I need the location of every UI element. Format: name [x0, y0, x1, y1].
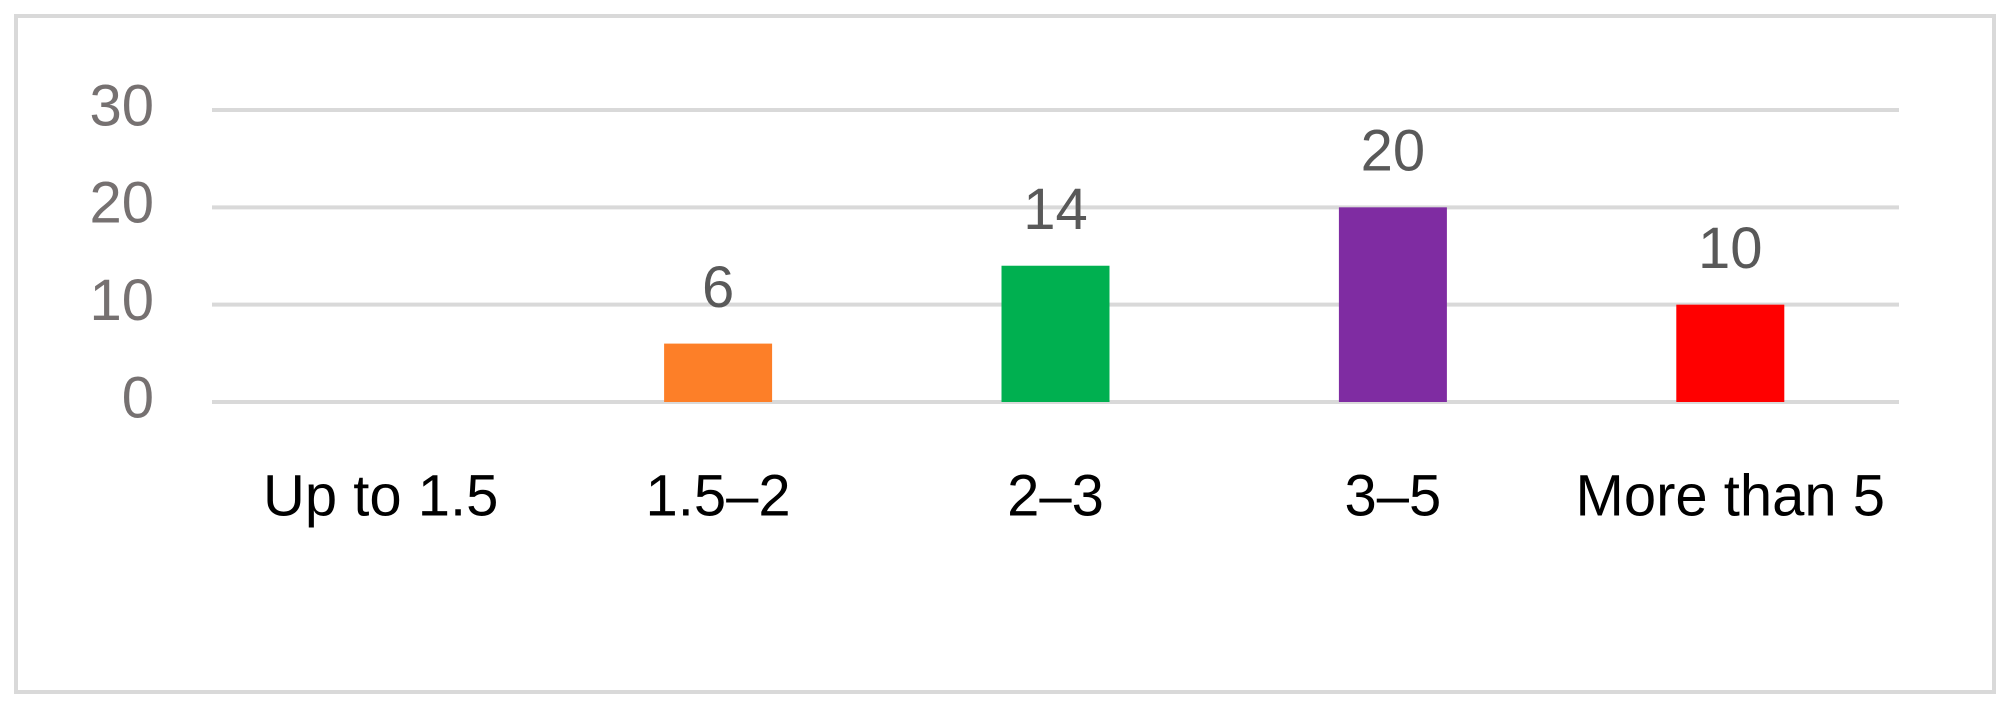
y-tick-label: 30 — [89, 73, 154, 138]
x-tick-label: 3–5 — [1345, 463, 1442, 528]
bar — [1338, 207, 1447, 402]
x-tick-label: More than 5 — [1576, 463, 1886, 528]
data-label: 10 — [1698, 216, 1763, 281]
bar — [1676, 304, 1785, 402]
y-tick-label: 0 — [122, 365, 154, 430]
bar — [664, 343, 773, 402]
bar — [1001, 265, 1110, 402]
data-label: 20 — [1361, 119, 1426, 184]
x-tick-label: 2–3 — [1007, 463, 1104, 528]
y-tick-label: 20 — [89, 171, 154, 236]
data-label: 14 — [1023, 177, 1088, 242]
x-tick-label: 1.5–2 — [646, 463, 791, 528]
y-tick-label: 10 — [89, 268, 154, 333]
data-label: 6 — [702, 255, 734, 320]
x-tick-label: Up to 1.5 — [263, 463, 498, 528]
